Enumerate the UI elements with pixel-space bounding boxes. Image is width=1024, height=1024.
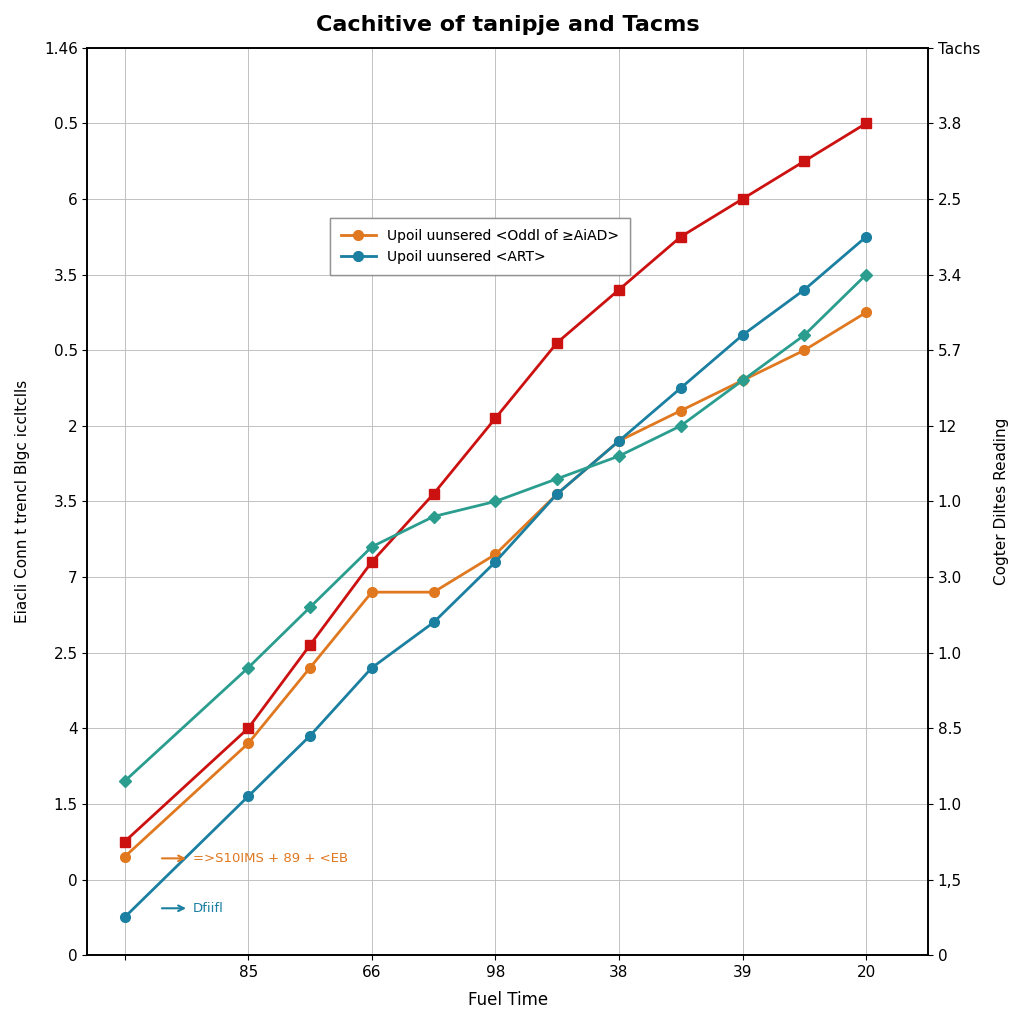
Upoil uunsered <Oddl of ≥AiAD> [860, 306, 872, 318]
Y-axis label: Eiacli Conn t trencl Blgc iccltclls: Eiacli Conn t trencl Blgc iccltclls [15, 380, 30, 623]
Upoil uunsered <Oddl of ≥AiAD> [304, 662, 316, 674]
Upoil uunsered <ART> [736, 329, 749, 341]
Upoil uunsered <Oddl of ≥AiAD> [427, 586, 439, 598]
Upoil uunsered <ART> [612, 435, 625, 447]
Upoil uunsered <Oddl of ≥AiAD> [366, 586, 378, 598]
Upoil uunsered <ART> [551, 487, 563, 500]
Upoil uunsered <Oddl of ≥AiAD> [736, 375, 749, 387]
Upoil uunsered <ART> [304, 730, 316, 742]
Upoil uunsered <Oddl of ≥AiAD> [242, 737, 254, 750]
Upoil uunsered <Oddl of ≥AiAD> [799, 344, 811, 356]
Upoil uunsered <ART> [675, 382, 687, 394]
Upoil uunsered <Oddl of ≥AiAD> [551, 487, 563, 500]
Line: Upoil uunsered <Oddl of ≥AiAD>: Upoil uunsered <Oddl of ≥AiAD> [120, 307, 871, 862]
Upoil uunsered <ART> [489, 556, 502, 568]
Text: =>S10IMS + 89 + <EB: =>S10IMS + 89 + <EB [193, 852, 348, 865]
X-axis label: Fuel Time: Fuel Time [468, 991, 548, 1009]
Legend: Upoil uunsered <Oddl of ≥AiAD>, Upoil uunsered <ART>: Upoil uunsered <Oddl of ≥AiAD>, Upoil uu… [330, 218, 630, 275]
Upoil uunsered <Oddl of ≥AiAD> [489, 548, 502, 560]
Line: Upoil uunsered <ART>: Upoil uunsered <ART> [120, 231, 871, 923]
Upoil uunsered <ART> [860, 230, 872, 243]
Upoil uunsered <ART> [799, 284, 811, 296]
Text: Dfiifl: Dfiifl [193, 902, 223, 914]
Y-axis label: Cogter Diltes Reading: Cogter Diltes Reading [994, 418, 1009, 585]
Title: Cachitive of tanipje and Tacms: Cachitive of tanipje and Tacms [316, 15, 699, 35]
Upoil uunsered <Oddl of ≥AiAD> [119, 851, 131, 863]
Upoil uunsered <ART> [427, 616, 439, 629]
Upoil uunsered <ART> [119, 911, 131, 924]
Upoil uunsered <ART> [242, 791, 254, 803]
Upoil uunsered <Oddl of ≥AiAD> [675, 404, 687, 417]
Upoil uunsered <ART> [366, 662, 378, 674]
Upoil uunsered <Oddl of ≥AiAD> [612, 435, 625, 447]
